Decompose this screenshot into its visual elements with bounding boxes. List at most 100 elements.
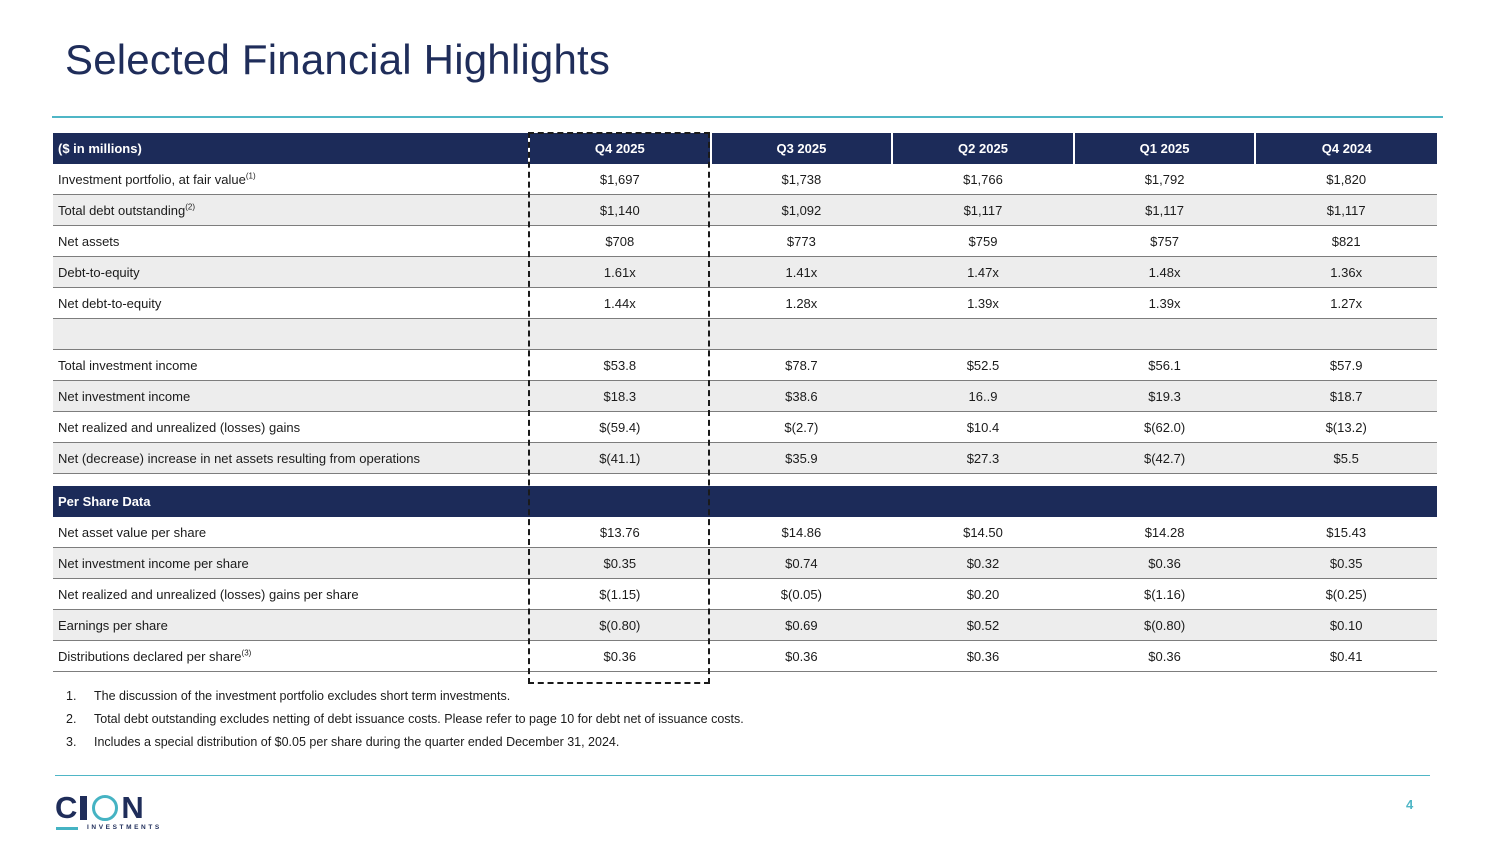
financial-highlights-table: ($ in millions) Q4 2025 Q3 2025 Q2 2025 … xyxy=(53,133,1437,672)
table-cell: 1.47x xyxy=(892,256,1074,288)
footnote-number: 3. xyxy=(66,735,77,749)
table-cell: $(0.25) xyxy=(1255,578,1437,610)
logo-ring-icon xyxy=(92,794,119,821)
footnote-number: 2. xyxy=(66,712,77,726)
table-cell: 1.44x xyxy=(529,287,711,319)
column-header: Q2 2025 xyxy=(892,133,1075,164)
table-cell: 1.48x xyxy=(1073,256,1256,288)
footnote-reference: (1) xyxy=(245,171,256,181)
table-cell: 1.41x xyxy=(710,256,893,288)
row-label-text: Earnings per share xyxy=(58,617,168,633)
table-cell xyxy=(1073,318,1256,350)
row-label: Debt-to-equity xyxy=(53,256,529,288)
table-cell xyxy=(892,318,1074,350)
table-row: Debt-to-equity 1.61x 1.41x 1.47x 1.48x 1.36x xyxy=(53,256,1437,288)
top-divider xyxy=(52,116,1443,118)
row-label: Net realized and unrealized (losses) gai… xyxy=(53,411,529,443)
table-row: Net realized and unrealized (losses) gai… xyxy=(53,411,1437,443)
row-label: Net assets xyxy=(53,225,529,257)
footnotes: 1. The discussion of the investment port… xyxy=(66,687,744,756)
table-row: Net asset value per share $13.76 $14.86 $14… xyxy=(53,517,1437,548)
table-cell: $19.3 xyxy=(1073,380,1256,412)
table-cell: 1.27x xyxy=(1255,287,1437,319)
table-cell: $1,117 xyxy=(1255,194,1437,226)
table-row: Total investment income $53.8 $78.7 $52.5 $5… xyxy=(53,349,1437,381)
table-cell: $56.1 xyxy=(1073,349,1256,381)
row-label: Net realized and unrealized (losses) gai… xyxy=(53,578,529,610)
section-header: Per Share Data xyxy=(53,486,1437,517)
row-label: Total investment income xyxy=(53,349,529,381)
table-cell: $(41.1) xyxy=(529,442,711,474)
table-cell: $(2.7) xyxy=(710,411,893,443)
row-label-text: Net investment income xyxy=(58,388,191,404)
table-cell: $821 xyxy=(1255,225,1437,257)
logo-letter: N xyxy=(121,790,145,825)
page-title: Selected Financial Highlights xyxy=(65,36,611,83)
table-cell: $18.3 xyxy=(529,380,711,412)
footnote-text: Includes a special distribution of $0.05… xyxy=(94,735,620,749)
table-cell: $759 xyxy=(892,225,1074,257)
table-cell: $0.35 xyxy=(529,547,711,579)
table-row: Net assets $708 $773 $759 $757 $821 xyxy=(53,225,1437,257)
table-cell: $0.69 xyxy=(710,609,893,641)
bottom-divider xyxy=(55,775,1430,776)
table-cell: $(0.80) xyxy=(1073,609,1256,641)
page-number: 4 xyxy=(1406,797,1414,812)
table-cell xyxy=(1255,318,1437,350)
table-cell: $1,738 xyxy=(710,164,893,195)
header-units-label: ($ in millions) xyxy=(53,133,530,164)
table-cell: $14.86 xyxy=(710,517,893,548)
table-row: Distributions declared per share(3) $0.36… xyxy=(53,640,1437,672)
table-cell: $13.76 xyxy=(529,517,711,548)
table-cell: $5.5 xyxy=(1255,442,1437,474)
table-cell: $(42.7) xyxy=(1073,442,1256,474)
cion-logo: C N INVESTMENTS xyxy=(55,792,165,834)
row-label-text: Net asset value per share xyxy=(58,524,207,540)
spacer-row xyxy=(53,473,1437,486)
table-cell: $0.36 xyxy=(710,640,893,672)
row-label: Net debt-to-equity xyxy=(53,287,529,319)
table-cell: 16..9 xyxy=(892,380,1074,412)
financial-table-container: ($ in millions) Q4 2025 Q3 2025 Q2 2025 … xyxy=(53,133,1437,672)
table-cell xyxy=(529,318,711,350)
table-cell: $708 xyxy=(529,225,711,257)
table-cell: $1,117 xyxy=(1073,194,1256,226)
row-label-text: Net debt-to-equity xyxy=(58,295,162,311)
table-cell: 1.39x xyxy=(892,287,1074,319)
table-cell: $(1.15) xyxy=(529,578,711,610)
table-cell: 1.61x xyxy=(529,256,711,288)
table-cell: $57.9 xyxy=(1255,349,1437,381)
table-cell: $0.36 xyxy=(892,640,1074,672)
table-cell: $1,820 xyxy=(1255,164,1437,195)
table-cell: $(13.2) xyxy=(1255,411,1437,443)
table-cell: $14.28 xyxy=(1073,517,1256,548)
table-cell: $14.50 xyxy=(892,517,1074,548)
row-label: Investment portfolio, at fair value(1) xyxy=(53,164,529,195)
table-cell: $0.36 xyxy=(1073,640,1256,672)
footnote: 3. Includes a special distribution of $0… xyxy=(66,733,744,756)
table-cell: $35.9 xyxy=(710,442,893,474)
table-cell: $1,092 xyxy=(710,194,893,226)
table-cell: $0.36 xyxy=(529,640,711,672)
logo-letter: C xyxy=(55,790,79,825)
table-cell: $15.43 xyxy=(1255,517,1437,548)
row-label: Distributions declared per share(3) xyxy=(53,640,529,672)
table-cell: 1.36x xyxy=(1255,256,1437,288)
table-row xyxy=(53,318,1437,350)
table-row: Earnings per share $(0.80) $0.69 $0.52 $(0.8… xyxy=(53,609,1437,641)
table-row: Total debt outstanding(2) $1,140 $1,092 $1,… xyxy=(53,194,1437,226)
row-label-text: Debt-to-equity xyxy=(58,264,140,280)
table-cell: $1,792 xyxy=(1073,164,1256,195)
table-cell: $(62.0) xyxy=(1073,411,1256,443)
row-label-text: Total investment income xyxy=(58,357,198,373)
row-label xyxy=(53,318,529,350)
table-row: Net debt-to-equity 1.44x 1.28x 1.39x 1.39x 1.… xyxy=(53,287,1437,319)
column-header: Q1 2025 xyxy=(1073,133,1257,164)
row-label-text: Net investment income per share xyxy=(58,555,249,571)
row-label: Net asset value per share xyxy=(53,517,529,548)
table-cell: $757 xyxy=(1073,225,1256,257)
table-cell: $53.8 xyxy=(529,349,711,381)
row-label-text: Net realized and unrealized (losses) gai… xyxy=(58,419,301,435)
row-label: Total debt outstanding(2) xyxy=(53,194,529,226)
row-label-text: Net realized and unrealized (losses) gai… xyxy=(58,586,359,602)
